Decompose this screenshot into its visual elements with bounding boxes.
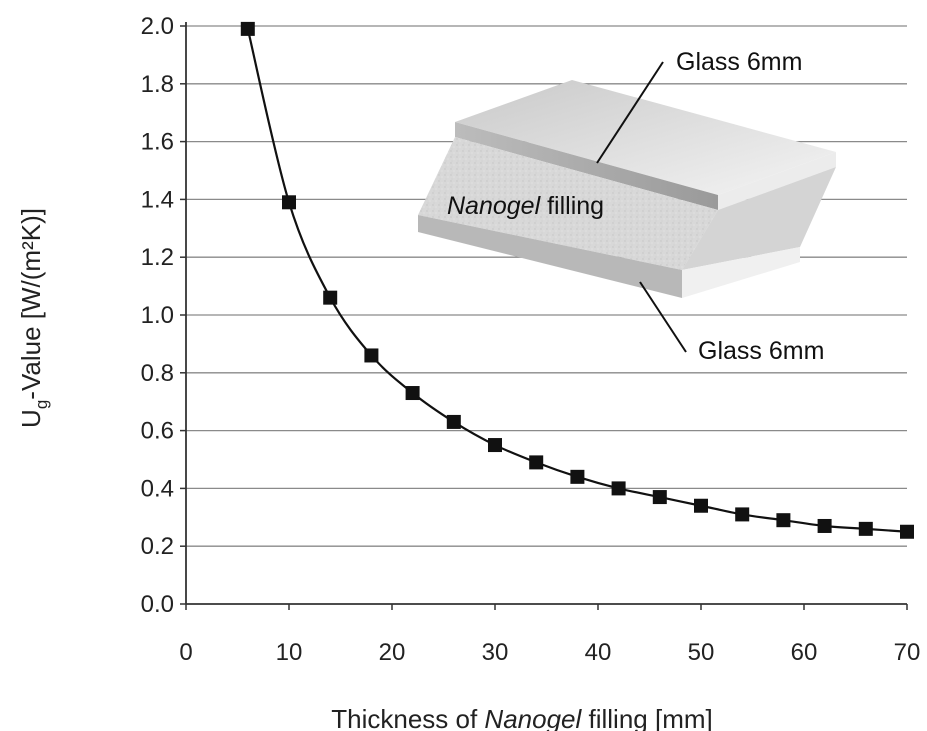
data-point	[405, 386, 420, 401]
filling-label: Nanogel filling	[447, 192, 604, 220]
glazing-panel-illustration: Glass 6mm Nanogel filling Glass 6mm	[418, 48, 836, 365]
data-point	[364, 348, 379, 363]
data-point	[900, 524, 914, 539]
data-point	[776, 513, 791, 528]
leader-line-bottom-glass	[639, 281, 687, 353]
y-tick-label: 2.0	[141, 13, 174, 40]
x-axis-title: Thickness of Nanogel filling [mm]	[331, 704, 713, 731]
y-tick-label: 1.8	[141, 71, 174, 98]
data-point	[529, 455, 544, 470]
data-point	[652, 490, 667, 505]
y-tick-label: 1.2	[141, 244, 174, 271]
panel-top-glass-front	[455, 122, 718, 210]
panel-top-glass-side	[718, 152, 836, 210]
data-point	[323, 290, 338, 305]
x-tick-label: 10	[276, 639, 303, 666]
y-tick-label: 0.6	[141, 418, 174, 445]
y-tick-label: 0.8	[141, 360, 174, 387]
data-point	[611, 481, 626, 496]
y-tick-label: 0.2	[141, 533, 174, 560]
x-tick-label: 20	[379, 639, 406, 666]
leader-line-top-glass	[596, 61, 664, 164]
y-tick-labels: 0.0 0.2 0.4 0.6 0.8 1.0 1.2 1.4 1.6 1.8 2.0	[141, 13, 174, 618]
panel-filling-front	[418, 137, 718, 270]
panel-bottom-glass-front	[418, 215, 682, 298]
data-point	[488, 438, 502, 453]
panel-top-face	[455, 80, 836, 195]
axes	[180, 22, 908, 610]
y-tick-label: 1.0	[141, 302, 174, 329]
y-tick-label: 1.6	[141, 129, 174, 156]
x-tick-label: 50	[688, 639, 715, 666]
x-tick-label: 70	[894, 639, 921, 666]
x-tick-label: 0	[179, 639, 192, 666]
data-point	[858, 521, 873, 536]
y-tick-label: 0.0	[141, 591, 174, 618]
panel-bottom-glass-side	[682, 247, 800, 298]
data-markers	[240, 21, 914, 539]
y-axis-title: Ug-Value [W/(m²K)]	[16, 208, 51, 428]
data-point	[735, 507, 750, 522]
data-point	[570, 469, 585, 484]
top-glass-label: Glass 6mm	[676, 48, 802, 76]
y-tick-label: 1.4	[141, 186, 174, 213]
data-point	[817, 518, 832, 533]
y-tick-label: 0.4	[141, 475, 174, 502]
data-point	[694, 498, 708, 513]
bottom-glass-label: Glass 6mm	[698, 337, 824, 365]
x-tick-labels: 0 10 20 30 40 50 60 70	[179, 639, 920, 666]
x-tick-label: 60	[791, 639, 818, 666]
data-point	[282, 195, 296, 210]
panel-filling-side	[682, 167, 836, 270]
data-point	[240, 21, 255, 36]
data-point	[446, 414, 461, 429]
x-tick-label: 30	[482, 639, 509, 666]
x-tick-label: 40	[585, 639, 612, 666]
